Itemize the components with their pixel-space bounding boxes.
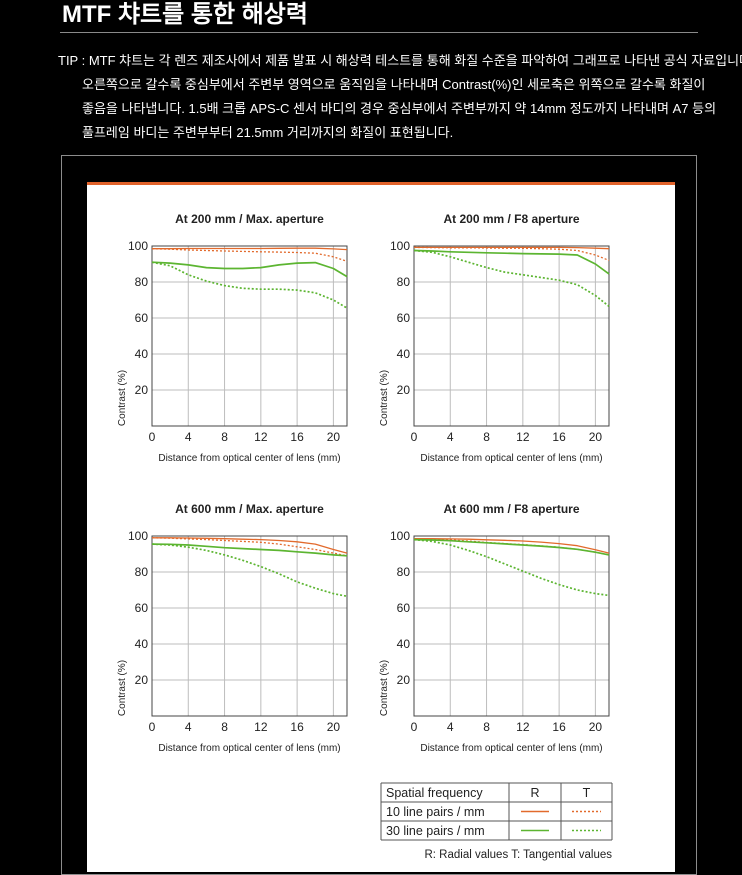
y-tick-label: 80 bbox=[397, 565, 411, 579]
plot-frame bbox=[413, 245, 610, 427]
y-tick-label: 60 bbox=[397, 601, 411, 615]
x-tick-label: 12 bbox=[516, 430, 530, 444]
x-axis-label: Distance from optical center of lens (mm… bbox=[158, 453, 340, 464]
x-tick-label: 20 bbox=[327, 720, 341, 734]
legend-note: R: Radial values T: Tangential values bbox=[424, 849, 612, 861]
series-10lp-tangential bbox=[151, 248, 348, 262]
x-tick-label: 0 bbox=[411, 720, 418, 734]
y-tick-label: 60 bbox=[135, 601, 149, 615]
x-tick-label: 8 bbox=[483, 720, 490, 734]
series-10lp-radial bbox=[152, 247, 348, 251]
y-tick-label: 80 bbox=[135, 565, 149, 579]
chart-title: At 200 mm / F8 aperture bbox=[443, 212, 579, 226]
series-30lp-tangential bbox=[151, 261, 348, 309]
series-30lp-radial bbox=[413, 249, 610, 275]
x-tick-label: 0 bbox=[411, 430, 418, 444]
x-tick-label: 20 bbox=[327, 430, 341, 444]
x-tick-label: 12 bbox=[516, 720, 530, 734]
y-tick-label: 20 bbox=[397, 673, 411, 687]
y-tick-label: 60 bbox=[397, 311, 411, 325]
legend-row-label: 30 line pairs / mm bbox=[386, 824, 485, 838]
x-tick-label: 4 bbox=[447, 720, 454, 734]
x-tick-label: 20 bbox=[589, 430, 603, 444]
y-tick-label: 40 bbox=[135, 637, 149, 651]
series-30lp-radial bbox=[151, 261, 348, 278]
x-tick-label: 16 bbox=[552, 430, 566, 444]
x-tick-label: 4 bbox=[447, 430, 454, 444]
y-tick-label: 40 bbox=[397, 637, 411, 651]
y-axis-label: Contrast (%) bbox=[117, 660, 128, 716]
legend-header-label: Spatial frequency bbox=[386, 786, 483, 800]
x-tick-label: 0 bbox=[149, 720, 156, 734]
y-tick-label: 100 bbox=[390, 529, 410, 543]
y-tick-label: 20 bbox=[135, 673, 149, 687]
x-tick-label: 16 bbox=[290, 720, 304, 734]
x-tick-label: 8 bbox=[483, 430, 490, 444]
x-tick-label: 20 bbox=[589, 720, 603, 734]
legend-header-r: R bbox=[530, 786, 539, 800]
series-10lp-tangential bbox=[151, 537, 348, 557]
y-tick-label: 40 bbox=[135, 347, 149, 361]
plot-frame bbox=[151, 245, 348, 427]
x-tick-label: 8 bbox=[221, 430, 228, 444]
x-tick-label: 16 bbox=[290, 430, 304, 444]
title-divider bbox=[60, 32, 698, 33]
y-tick-label: 20 bbox=[397, 383, 411, 397]
tip-paragraph: 오른쪽으로 갈수록 중심부에서 주변부 영역으로 움직임을 나타내며 Contr… bbox=[82, 77, 717, 140]
series-10lp-radial bbox=[414, 538, 610, 554]
tip-text: TIP : MTF 챠트는 각 렌즈 제조사에서 제품 발표 시 해상력 테스트… bbox=[58, 49, 742, 145]
y-tick-label: 60 bbox=[135, 311, 149, 325]
y-axis-label: Contrast (%) bbox=[117, 370, 128, 426]
series-30lp-tangential bbox=[151, 543, 348, 598]
series-30lp-tangential bbox=[413, 249, 610, 307]
x-tick-label: 4 bbox=[185, 430, 192, 444]
y-tick-label: 80 bbox=[397, 275, 411, 289]
y-tick-label: 20 bbox=[135, 383, 149, 397]
x-tick-label: 0 bbox=[149, 430, 156, 444]
series-30lp-radial bbox=[151, 543, 348, 557]
page-title: MTF 챠트를 통한 해상력 bbox=[62, 1, 308, 28]
y-tick-label: 100 bbox=[128, 529, 148, 543]
legend-header-t: T bbox=[583, 786, 591, 800]
legend-row-label: 10 line pairs / mm bbox=[386, 805, 485, 819]
series-30lp-radial bbox=[413, 538, 610, 556]
y-tick-label: 100 bbox=[128, 239, 148, 253]
x-axis-label: Distance from optical center of lens (mm… bbox=[420, 743, 602, 754]
x-axis-label: Distance from optical center of lens (mm… bbox=[420, 453, 602, 464]
tip-line-1: TIP : MTF 챠트는 각 렌즈 제조사에서 제품 발표 시 해상력 테스트… bbox=[58, 53, 742, 68]
chart-title: At 600 mm / Max. aperture bbox=[175, 502, 324, 516]
y-tick-label: 80 bbox=[135, 275, 149, 289]
x-axis-label: Distance from optical center of lens (mm… bbox=[158, 743, 340, 754]
x-tick-label: 16 bbox=[552, 720, 566, 734]
series-10lp-tangential bbox=[413, 246, 610, 262]
x-tick-label: 8 bbox=[221, 720, 228, 734]
plot-frame bbox=[151, 535, 348, 717]
x-tick-label: 12 bbox=[254, 430, 268, 444]
series-10lp-radial bbox=[152, 537, 348, 554]
y-tick-label: 40 bbox=[397, 347, 411, 361]
y-tick-label: 100 bbox=[390, 239, 410, 253]
y-axis-label: Contrast (%) bbox=[379, 660, 390, 716]
series-30lp-tangential bbox=[413, 538, 610, 597]
x-tick-label: 12 bbox=[254, 720, 268, 734]
plot-frame bbox=[413, 535, 610, 717]
chart-title: At 200 mm / Max. aperture bbox=[175, 212, 324, 226]
mtf-chart-panel bbox=[87, 182, 675, 872]
y-axis-label: Contrast (%) bbox=[379, 370, 390, 426]
chart-title: At 600 mm / F8 aperture bbox=[443, 502, 579, 516]
x-tick-label: 4 bbox=[185, 720, 192, 734]
